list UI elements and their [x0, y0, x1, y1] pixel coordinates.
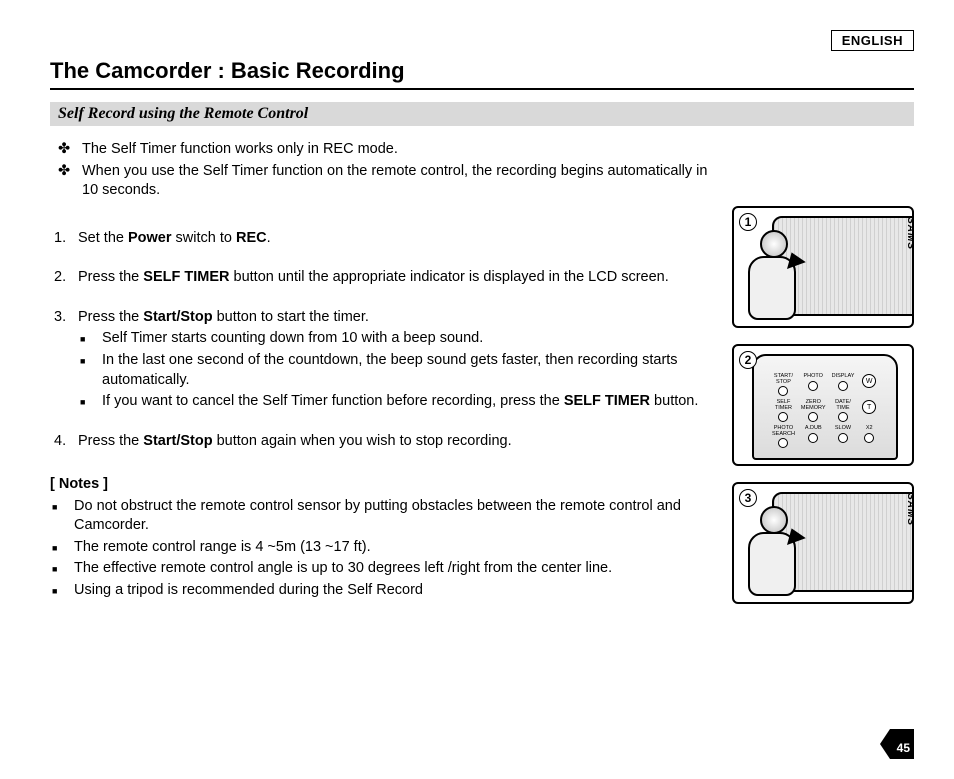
button-icon [864, 433, 874, 443]
step-4: Press the Start/Stop button again when y… [78, 432, 714, 452]
page-number-badge: 45 [880, 729, 914, 759]
text: Press the [78, 269, 143, 285]
remote-button-grid: START/ STOP PHOTO DISPLAY W SELF TIMER Z… [772, 374, 878, 448]
sub-item: If you want to cancel the Self Timer fun… [98, 392, 714, 412]
text-column: The Self Timer function works only in RE… [50, 136, 714, 620]
figure-column: 1 SAMS 2 START/ STOP PHOTO DISPLAY W SEL… [732, 136, 914, 620]
sub-item: Self Timer starts counting down from 10 … [98, 329, 714, 349]
section-subtitle: Self Record using the Remote Control [50, 102, 914, 126]
notes-heading: [ Notes ] [50, 475, 714, 495]
text: Press the [78, 309, 143, 325]
step-3-sublist: Self Timer starts counting down from 10 … [98, 329, 714, 411]
text: If you want to cancel the Self Timer fun… [102, 393, 564, 409]
remote-btn-date-time: DATE/ TIME [832, 400, 855, 422]
intro-item: When you use the Self Timer function on … [78, 162, 714, 201]
remote-btn-zero-memory: ZERO MEMORY [801, 400, 826, 422]
label: ZERO MEMORY [801, 400, 826, 411]
label: PHOTO [804, 374, 823, 380]
brand-label: SAMS [905, 493, 914, 526]
label: PHOTO SEARCH [772, 426, 795, 437]
remote-btn-photo-search: PHOTO SEARCH [772, 426, 795, 448]
note-item: The remote control range is 4 ~5m (13 ~1… [70, 538, 714, 558]
intro-item: The Self Timer function works only in RE… [78, 140, 714, 160]
label: W [866, 378, 873, 385]
button-icon [808, 381, 818, 391]
label: DISPLAY [832, 374, 855, 380]
label: X2 [866, 426, 873, 432]
label: SLOW [835, 426, 851, 432]
label: T [867, 404, 871, 411]
label: SELF TIMER [772, 400, 795, 411]
figure-1-camcorder: 1 SAMS [732, 206, 914, 328]
figure-3-camcorder: 3 SAMS [732, 482, 914, 604]
manual-page: ENGLISH The Camcorder : Basic Recording … [50, 30, 914, 759]
figure-2-remote: 2 START/ STOP PHOTO DISPLAY W SELF TIMER… [732, 344, 914, 466]
button-icon [808, 433, 818, 443]
intro-list: The Self Timer function works only in RE… [78, 140, 714, 201]
remote-btn-slow: SLOW [832, 426, 855, 448]
remote-btn-w: W [860, 374, 878, 396]
text: switch to [172, 230, 236, 246]
label: START/ STOP [772, 374, 795, 385]
remote-btn-self-timer: SELF TIMER [772, 400, 795, 422]
bold: Power [128, 230, 172, 246]
text: . [267, 230, 271, 246]
button-icon [838, 412, 848, 422]
button-icon [838, 381, 848, 391]
remote-btn-x2: X2 [860, 426, 878, 448]
remote-control-illustration: START/ STOP PHOTO DISPLAY W SELF TIMER Z… [752, 354, 898, 460]
remote-btn-t: T [860, 400, 878, 422]
text: button to start the timer. [213, 309, 369, 325]
remote-btn-display: DISPLAY [832, 374, 855, 396]
language-badge: ENGLISH [831, 30, 914, 51]
text: button until the appropriate indicator i… [229, 269, 668, 285]
text: Press the [78, 433, 143, 449]
notes-list: Do not obstruct the remote control senso… [70, 497, 714, 601]
text: Set the [78, 230, 128, 246]
power-switch-icon [760, 506, 788, 534]
figure-number-badge: 3 [739, 489, 757, 507]
bold: SELF TIMER [564, 393, 650, 409]
remote-btn-adub: A.DUB [801, 426, 826, 448]
note-item: Do not obstruct the remote control senso… [70, 497, 714, 536]
step-2: Press the SELF TIMER button until the ap… [78, 268, 714, 288]
button-icon [778, 386, 788, 396]
bold: SELF TIMER [143, 269, 229, 285]
page-number: 45 [897, 741, 910, 755]
figure-number-badge: 2 [739, 351, 757, 369]
step-1: Set the Power switch to REC. [78, 229, 714, 249]
bold: REC [236, 230, 267, 246]
remote-btn-photo: PHOTO [801, 374, 826, 396]
page-title: The Camcorder : Basic Recording [50, 58, 914, 90]
steps-list: Set the Power switch to REC. Press the S… [78, 229, 714, 452]
brand-label: SAMS [905, 217, 914, 250]
button-icon [838, 433, 848, 443]
note-item: Using a tripod is recommended during the… [70, 581, 714, 601]
button-icon [778, 438, 788, 448]
bold: Start/Stop [143, 309, 212, 325]
note-item: The effective remote control angle is up… [70, 559, 714, 579]
remote-btn-start-stop: START/ STOP [772, 374, 795, 396]
power-switch-icon [760, 230, 788, 258]
text: button. [650, 393, 698, 409]
sub-item: In the last one second of the countdown,… [98, 351, 714, 390]
label: DATE/ TIME [832, 400, 855, 411]
step-3: Press the Start/Stop button to start the… [78, 308, 714, 412]
bold: Start/Stop [143, 433, 212, 449]
button-icon [778, 412, 788, 422]
figure-number-badge: 1 [739, 213, 757, 231]
button-icon [808, 412, 818, 422]
label: A.DUB [805, 426, 822, 432]
text: button again when you wish to stop recor… [213, 433, 512, 449]
content-row: The Self Timer function works only in RE… [50, 136, 914, 620]
